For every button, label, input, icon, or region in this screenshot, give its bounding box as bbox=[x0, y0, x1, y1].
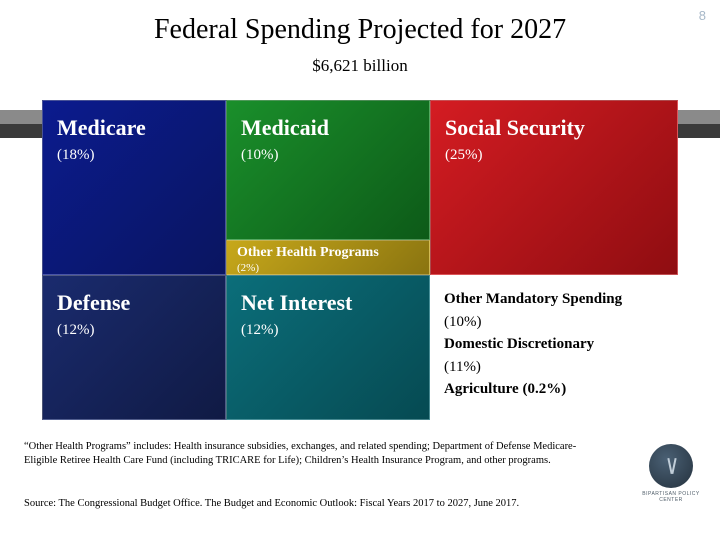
block-name: Social Security bbox=[445, 115, 663, 141]
block-pct: (10%) bbox=[241, 147, 415, 164]
logo-icon bbox=[649, 444, 693, 488]
block-pct: (2%) bbox=[237, 262, 419, 274]
rhs-item: Domestic Discretionary (11%) bbox=[444, 333, 622, 378]
block-name: Medicaid bbox=[241, 115, 415, 141]
block-name: Defense bbox=[57, 290, 211, 316]
rhs-label: Other Mandatory Spending bbox=[444, 291, 622, 307]
page-number: 8 bbox=[699, 8, 706, 23]
block-medicaid: Medicaid (10%) bbox=[226, 100, 430, 240]
slide-title: Federal Spending Projected for 2027 bbox=[0, 0, 720, 46]
block-pct: (12%) bbox=[241, 322, 415, 339]
rhs-label: Domestic Discretionary bbox=[444, 336, 594, 352]
block-name: Other Health Programs bbox=[237, 245, 419, 261]
block-pct: (25%) bbox=[445, 147, 663, 164]
footnote-definition: “Other Health Programs” includes: Health… bbox=[24, 440, 600, 468]
rhs-item: Agriculture (0.2%) bbox=[444, 378, 622, 401]
block-pct: (12%) bbox=[57, 322, 211, 339]
block-net-interest: Net Interest (12%) bbox=[226, 275, 430, 420]
block-other-health: Other Health Programs (2%) bbox=[226, 240, 430, 275]
block-medicare: Medicare (18%) bbox=[42, 100, 226, 275]
footnote-source: Source: The Congressional Budget Office.… bbox=[24, 498, 600, 509]
rhs-label: Agriculture (0.2%) bbox=[444, 381, 566, 397]
block-social-security: Social Security (25%) bbox=[430, 100, 678, 275]
block-defense: Defense (12%) bbox=[42, 275, 226, 420]
slide: 8 Federal Spending Projected for 2027 $6… bbox=[0, 0, 720, 540]
bpc-logo: BIPARTISAN POLICY CENTER bbox=[636, 444, 706, 514]
treemap: Medicare (18%) Medicaid (10%) Other Heal… bbox=[42, 100, 678, 420]
rhs-pct: (11%) bbox=[444, 356, 622, 379]
block-name: Net Interest bbox=[241, 290, 415, 316]
rhs-item: Other Mandatory Spending (10%) bbox=[444, 288, 622, 333]
block-pct: (18%) bbox=[57, 147, 211, 164]
rhs-list: Other Mandatory Spending(10%)Domestic Di… bbox=[444, 288, 622, 401]
logo-text: BIPARTISAN POLICY CENTER bbox=[636, 491, 706, 503]
rhs-pct: (10%) bbox=[444, 311, 622, 334]
block-name: Medicare bbox=[57, 115, 211, 141]
slide-subtitle: $6,621 billion bbox=[0, 56, 720, 76]
